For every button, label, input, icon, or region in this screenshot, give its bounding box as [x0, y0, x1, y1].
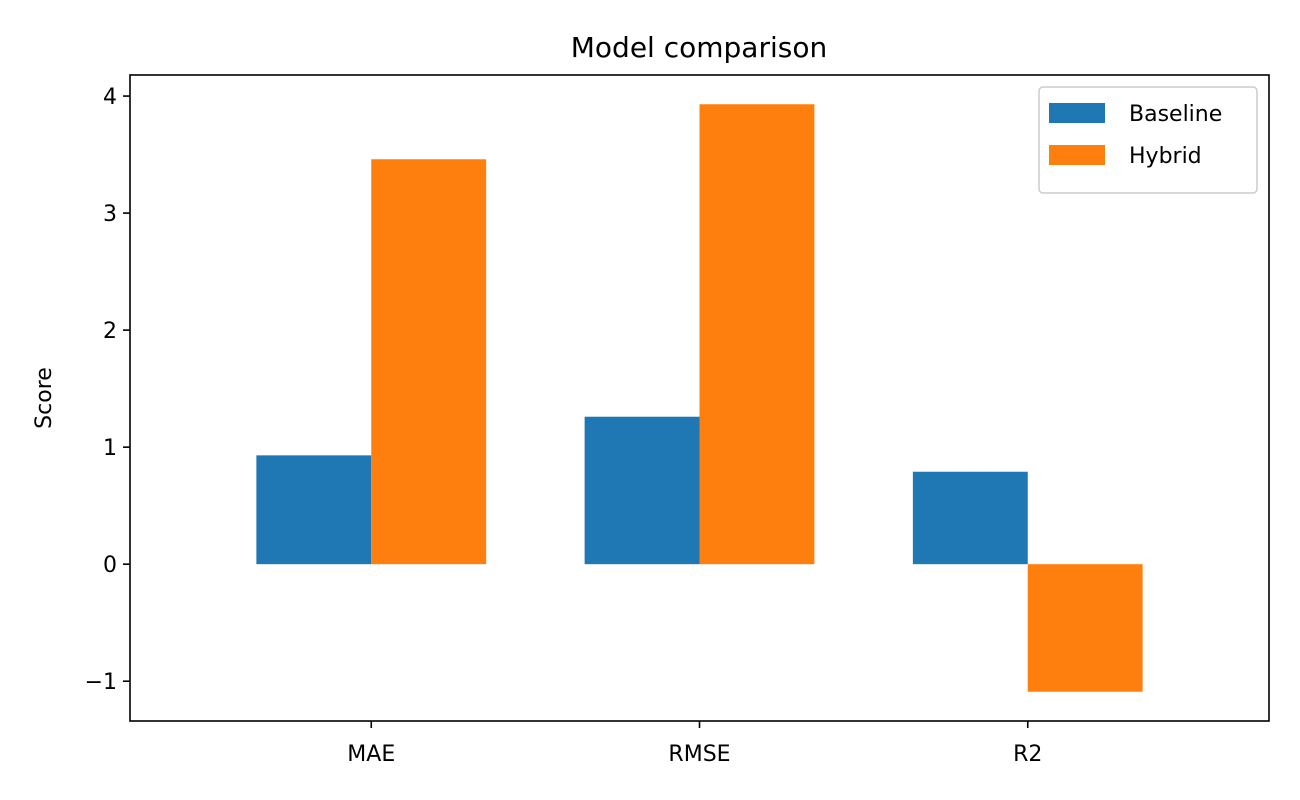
- bar-baseline-r2: [912, 471, 1028, 565]
- y-tick-label: 2: [103, 319, 117, 344]
- y-tick-label: 0: [103, 553, 117, 578]
- y-axis-label: Score: [32, 367, 57, 429]
- x-tick-label-mae: MAE: [347, 742, 395, 767]
- x-tick-label-r2: R2: [1013, 742, 1042, 767]
- legend: Baseline Hybrid: [1038, 86, 1258, 194]
- y-tick-label: 1: [103, 436, 117, 461]
- y-tick-label: 3: [103, 202, 117, 227]
- bar-hybrid-mae: [371, 159, 487, 565]
- y-tick-label: −1: [85, 670, 117, 695]
- bars-layer: [256, 104, 1143, 692]
- y-axis-ticks: −1 0 1 2 3 4: [85, 85, 130, 695]
- chart-title: Model comparison: [571, 31, 827, 64]
- bar-baseline-mae: [256, 455, 372, 565]
- y-tick-label: 4: [103, 85, 117, 110]
- legend-swatch-hybrid: [1049, 145, 1105, 165]
- legend-label-baseline: Baseline: [1129, 102, 1222, 127]
- legend-swatch-baseline: [1049, 103, 1105, 123]
- x-tick-label-rmse: RMSE: [668, 742, 730, 767]
- bar-hybrid-r2: [1027, 564, 1143, 692]
- bar-baseline-rmse: [584, 416, 700, 565]
- bar-hybrid-rmse: [699, 104, 815, 565]
- legend-label-hybrid: Hybrid: [1129, 144, 1202, 169]
- x-axis-ticks: MAE RMSE R2: [347, 721, 1042, 767]
